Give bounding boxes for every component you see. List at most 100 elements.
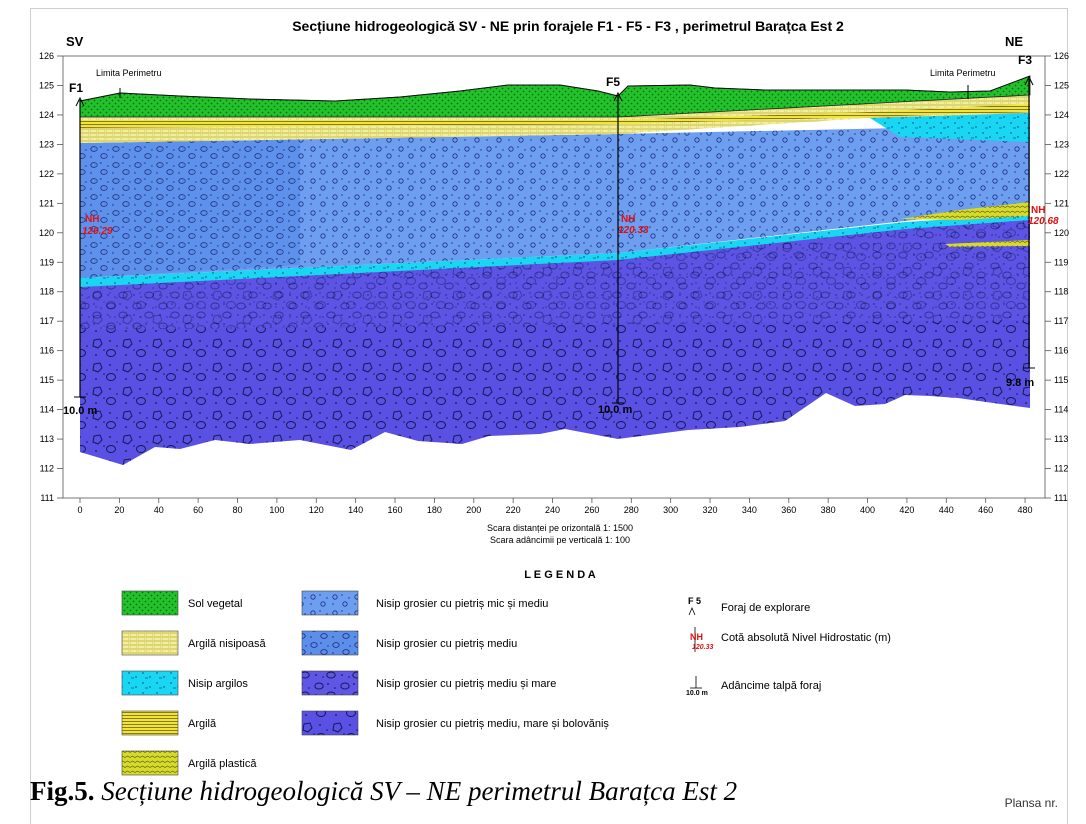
y-tick-label: 112 [40, 464, 54, 474]
y-tick-label: 115 [40, 375, 54, 385]
f5-nh-label: NH [621, 214, 635, 225]
legend-swatch-argila-nisipoasa [121, 630, 179, 656]
x-tick-label: 440 [939, 505, 954, 515]
section-title: Secțiune hidrogeologică SV - NE prin for… [292, 18, 844, 34]
y-tick-label: 116 [40, 346, 54, 356]
y-tick-label: 112 [1054, 464, 1068, 474]
f3-depth-label: 9.8 m [1006, 377, 1034, 389]
x-tick-label: 120 [309, 505, 324, 515]
x-tick-label: 40 [154, 505, 164, 515]
y-tick-label: 116 [1054, 346, 1068, 356]
x-tick-label: 400 [860, 505, 875, 515]
x-tick-label: 320 [703, 505, 718, 515]
y-tick-label: 118 [40, 287, 54, 297]
legend-symbol-depth: 10.0 m Adâncime talpă foraj [686, 676, 821, 697]
legend-layers: Sol vegetal Argilă nisipoasă Nisip argilos… [121, 590, 609, 776]
legend-label-nisip-mediu-mare: Nisip grosier cu pietriș mediu și mare [376, 678, 556, 690]
legend-label-nisip-mic-mediu: Nisip grosier cu pietriș mic și mediu [376, 598, 548, 610]
legend-symbol-depth-text: 10.0 m [686, 690, 708, 697]
x-tick-label: 260 [584, 505, 599, 515]
x-tick-label: 280 [624, 505, 639, 515]
legend-swatch-nisip-mediu-mare [301, 670, 359, 696]
y-tick-label: 124 [1054, 110, 1069, 120]
legend-label-nisip-mediu: Nisip grosier cu pietriș mediu [376, 638, 517, 650]
y-tick-label: 119 [1054, 257, 1068, 267]
f1-depth-label: 10.0 m [63, 405, 97, 417]
y-tick-label: 121 [39, 198, 54, 208]
y-tick-label: 120 [39, 228, 54, 238]
x-tick-label: 300 [663, 505, 678, 515]
layer-mediu-mare [80, 214, 1030, 330]
legend-symbol-nh-value: 120.33 [692, 644, 714, 651]
layer-argila-nisipoasa [80, 95, 1030, 143]
f5-depth-label: 10.0 m [598, 404, 632, 416]
y-tick-label: 115 [1054, 375, 1068, 385]
y-tick-label: 118 [1054, 287, 1068, 297]
borehole-f1-label: F1 [69, 81, 83, 95]
y-tick-label: 126 [1054, 51, 1069, 61]
legend-swatch-sol-vegetal [121, 590, 179, 616]
limit-label-right: Limita Perimetru [930, 68, 996, 78]
borehole-f3: F3 NH 120.68 9.8 m [1006, 53, 1059, 389]
x-tick-label: 480 [1018, 505, 1033, 515]
caption-text: Secțiune hidrogeologică SV – NE perimetr… [94, 776, 738, 806]
f3-nh-label: NH [1031, 205, 1045, 216]
f1-nh-label: NH [85, 214, 99, 225]
x-tick-label: 200 [466, 505, 481, 515]
legend-symbol-foraj: F 5 Foraj de explorare [688, 596, 810, 616]
layer-mediu [80, 140, 300, 278]
horizontal-scale: Scara distanței pe orizontală 1: 1500 [487, 523, 633, 533]
legend-label-sol-vegetal: Sol vegetal [188, 598, 242, 610]
legend-swatch-nisip-mic-mediu [301, 590, 359, 616]
y-tick-label: 113 [40, 434, 54, 444]
x-tick-label: 60 [193, 505, 203, 515]
legend-swatch-nisip-bolovanis [301, 710, 359, 736]
legend-label-nisip-bolovanis: Nisip grosier cu pietriș mediu, mare și … [376, 718, 609, 730]
f3-nh-value: 120.68 [1028, 216, 1059, 227]
direction-sv: SV [66, 34, 84, 49]
y-tick-label: 125 [1054, 80, 1069, 90]
y-tick-label: 117 [1054, 316, 1068, 326]
legend-symbol-nh-label: Cotă absolută Nivel Hidrostatic (m) [721, 632, 891, 644]
plansa-label: Plansa nr. [1004, 796, 1058, 810]
x-tick-label: 220 [506, 505, 521, 515]
limit-markers: Limita Perimetru Limita Perimetru [96, 68, 996, 99]
legend-swatch-argila [121, 710, 179, 736]
layer-argila-plastica [900, 202, 1030, 220]
f1-nh-value: 120.29 [82, 226, 113, 237]
ground-surface-line [79, 75, 1031, 102]
figure-caption: Fig.5. Secțiune hidrogeologică SV – NE p… [30, 776, 737, 807]
y-tick-label: 122 [1054, 169, 1069, 179]
borehole-f5: F5 NH 120.33 10.0 m [598, 75, 649, 416]
y-tick-label: 126 [39, 51, 54, 61]
x-tick-label: 160 [388, 505, 403, 515]
y-tick-label: 114 [1054, 405, 1068, 415]
legend-label-nisip-argilos: Nisip argilos [188, 678, 248, 690]
x-tick-label: 360 [781, 505, 796, 515]
x-tick-label: 460 [978, 505, 993, 515]
legend-symbol-foraj-text: F 5 [688, 596, 701, 606]
limit-label-left: Limita Perimetru [96, 68, 162, 78]
layer-mic-mediu [80, 128, 1030, 278]
layer-argila-plastica-lens [945, 240, 1030, 247]
y-tick-label: 117 [40, 316, 54, 326]
y-tick-label: 111 [40, 493, 54, 503]
layer-nisip-argilos [80, 214, 1030, 287]
legend-symbol-nh-text: NH [690, 632, 703, 642]
vertical-scale: Scara adâncimii pe verticală 1: 100 [490, 535, 630, 545]
legend-swatch-nisip-mediu [301, 630, 359, 656]
y-tick-label: 124 [39, 110, 54, 120]
axis-ticks: 111 111 112 112 113 113 114 114 115 115 116 116 117 1… [39, 51, 1069, 515]
legend-symbol-foraj-label: Foraj de explorare [721, 602, 810, 614]
f5-nh-value: 120.33 [618, 225, 649, 236]
y-tick-label: 114 [40, 405, 54, 415]
legend-label-argila: Argilă [188, 718, 217, 730]
y-tick-label: 121 [1054, 198, 1069, 208]
legend-label-argila-nisipoasa: Argilă nisipoasă [188, 638, 267, 650]
x-tick-label: 340 [742, 505, 757, 515]
x-tick-label: 0 [77, 505, 82, 515]
x-tick-label: 140 [348, 505, 363, 515]
y-tick-label: 123 [1054, 139, 1069, 149]
x-tick-label: 20 [114, 505, 124, 515]
